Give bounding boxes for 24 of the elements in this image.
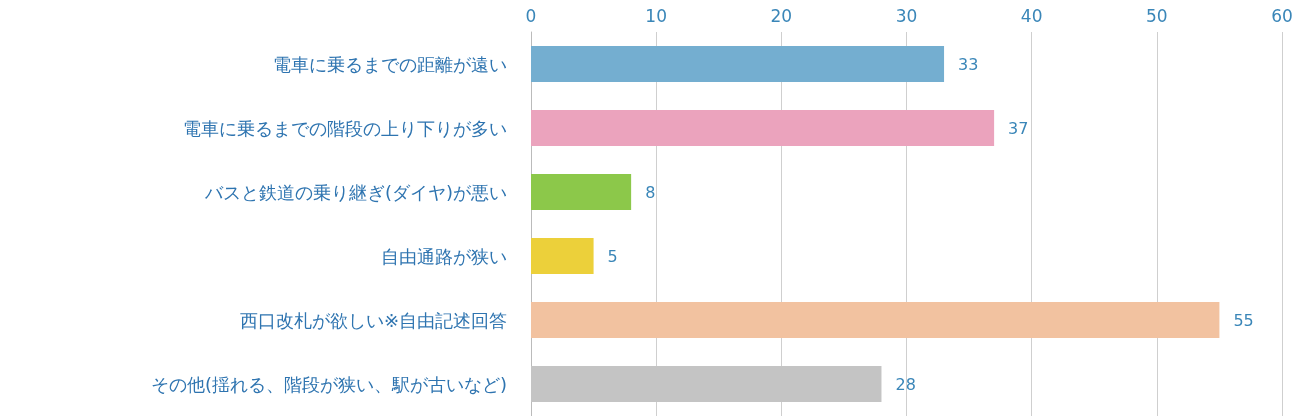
y-tick-label: 電車に乗るまでの階段の上り下りが多い — [183, 117, 507, 139]
bar — [531, 110, 995, 146]
data-label: 28 — [895, 374, 916, 394]
x-tick-label: 40 — [1020, 5, 1043, 26]
x-tick-label: 50 — [1146, 5, 1168, 26]
bar — [531, 174, 632, 210]
y-tick-label: 自由通路が狭い — [381, 245, 507, 267]
y-tick-label: バスと鉄道の乗り継ぎ(ダイヤ)が悪い — [203, 181, 507, 203]
x-tick-label: 10 — [645, 5, 667, 26]
data-label: 55 — [1233, 310, 1254, 330]
x-tick-label: 20 — [770, 5, 793, 26]
y-tick-label: 西口改札が欲しい※自由記述回答 — [239, 309, 507, 331]
data-label: 33 — [958, 54, 979, 74]
data-label: 5 — [607, 246, 618, 266]
y-tick-label: 電車に乗るまでの距離が遠い — [273, 53, 507, 75]
bar — [531, 46, 945, 82]
x-tick-label: 0 — [525, 5, 537, 26]
bar — [531, 302, 1220, 338]
x-tick-label: 60 — [1271, 5, 1293, 26]
data-label: 8 — [645, 182, 656, 202]
y-tick-label: その他(揺れる、階段が狭い、駅が古いなど) — [150, 373, 507, 395]
x-tick-label: 30 — [895, 5, 918, 26]
bar — [531, 238, 594, 274]
data-label: 37 — [1008, 118, 1029, 138]
